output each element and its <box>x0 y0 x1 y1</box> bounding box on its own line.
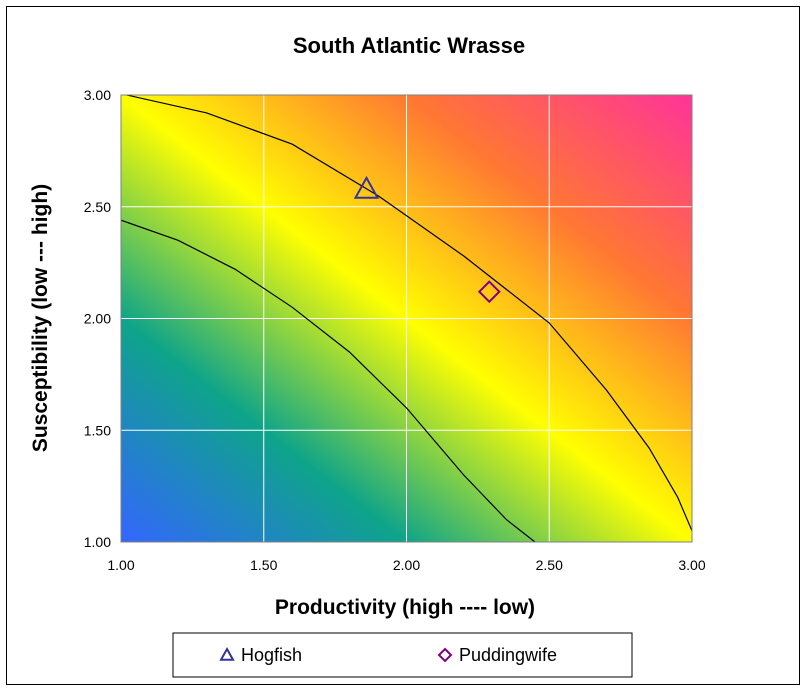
contour-lines <box>120 94 693 543</box>
y-tick-label: 2.00 <box>84 311 111 327</box>
y-axis-title: Susceptibility (low --- high) <box>29 184 52 452</box>
chart-title: South Atlantic Wrasse <box>293 33 525 58</box>
y-tick-label: 2.50 <box>84 199 111 215</box>
chart-frame: South Atlantic Wrasse 1.00 1.50 2.00 2.50 3.… <box>6 6 800 685</box>
x-axis-title: Productivity (high ---- low) <box>275 596 535 619</box>
legend: Hogfish Puddingwife <box>172 632 633 678</box>
hogfish-legend-label: Hogfish <box>241 645 302 665</box>
puddingwife-legend-label: Puddingwife <box>459 645 557 665</box>
x-tick-label: 1.50 <box>250 557 277 573</box>
y-tick-label: 1.50 <box>84 422 111 438</box>
data-markers <box>353 175 501 304</box>
hogfish-point <box>353 175 380 199</box>
puddingwife-point <box>477 280 501 304</box>
chart-svg: South Atlantic Wrasse 1.00 1.50 2.00 2.50 3.… <box>29 33 706 678</box>
legend-box <box>172 632 633 678</box>
x-tick-label: 3.00 <box>678 557 705 573</box>
tick-labels: 1.00 1.50 2.00 2.50 3.00 1.00 1.50 2.00 2.50 3.00 <box>84 87 706 573</box>
x-tick-label: 2.50 <box>536 557 563 573</box>
x-tick-label: 1.00 <box>107 557 134 573</box>
contour-line-2 <box>126 94 693 532</box>
puddingwife-legend-marker <box>437 647 453 663</box>
y-tick-label: 1.00 <box>84 534 111 550</box>
hogfish-legend-marker <box>219 646 235 661</box>
contour-line-1 <box>120 219 536 543</box>
x-tick-label: 2.00 <box>393 557 420 573</box>
y-tick-label: 3.00 <box>84 87 111 103</box>
plot-border <box>120 94 693 543</box>
